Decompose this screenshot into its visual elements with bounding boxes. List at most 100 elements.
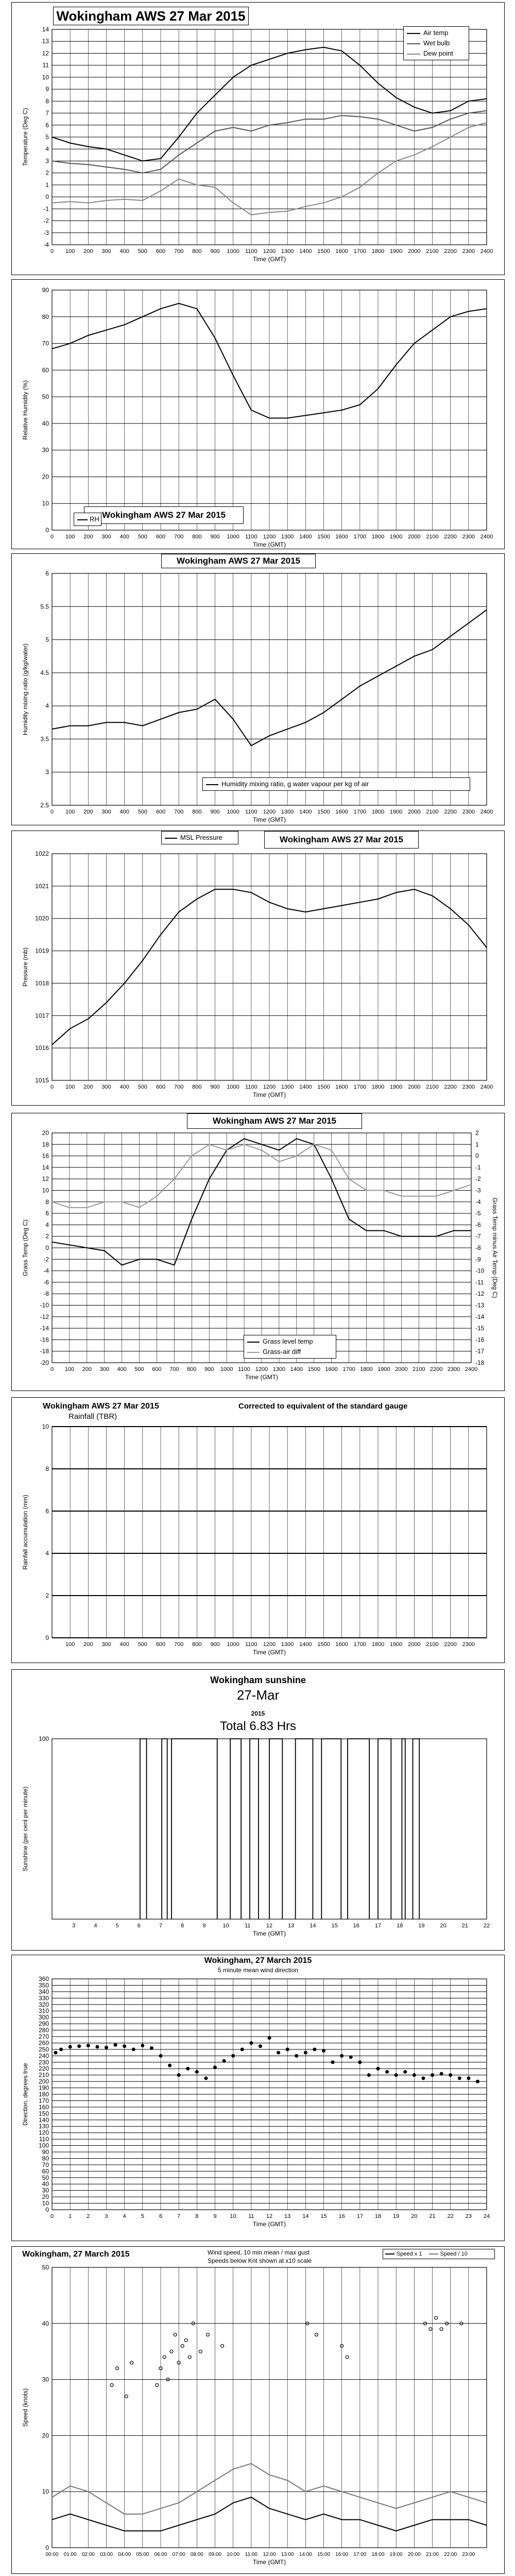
y-tick-label: 1016 (35, 1044, 49, 1052)
x-tick-label: 18:00 (371, 2552, 384, 2557)
x-axis-label: Time (GMT) (253, 1930, 286, 1937)
x-tick-label: 700 (174, 248, 183, 255)
y-tick-label: 6 (45, 570, 49, 577)
y-tick-label: 8 (45, 1198, 49, 1206)
x-tick-label: 9 (213, 2213, 216, 2219)
y-tick-label: 310 (39, 2007, 49, 2014)
x-tick-label: 1100 (245, 248, 258, 255)
sunshine-interval (401, 1738, 406, 1919)
x-tick-label: 1500 (317, 1084, 330, 1090)
x-tick-label: 2100 (426, 1641, 438, 1648)
x-tick-label: 500 (138, 809, 147, 815)
x-tick-label: 2100 (426, 1084, 438, 1090)
gust-point (434, 2316, 438, 2320)
y-tick-label: 1019 (35, 947, 49, 955)
wind-speed-chart-title: Wokingham, 27 March 2015 (22, 2250, 130, 2259)
y-tick-label: 350 (39, 1981, 49, 1989)
y-axis-label: Pressure (mb) (22, 947, 29, 987)
x-axis-label: Time (GMT) (253, 541, 286, 548)
y2-tick-label: -7 (475, 1233, 481, 1240)
data-point (231, 2054, 235, 2058)
x-tick-label: 3 (72, 1923, 75, 1929)
y-tick-label: 150 (39, 2110, 49, 2117)
x-tick-label: 1300 (281, 809, 294, 815)
x-tick-label: 1800 (372, 1641, 384, 1648)
x-tick-label: 0 (50, 1366, 54, 1372)
y-tick-label: -12 (40, 1313, 49, 1320)
y-axis-label: Temperature (Deg C) (22, 108, 29, 166)
data-point (177, 2073, 181, 2077)
x-tick-label: 400 (117, 1366, 126, 1372)
y-tick-label: 7 (45, 110, 49, 117)
x-tick-label: 1800 (372, 534, 384, 540)
x-tick-label: 1900 (377, 1366, 390, 1372)
gust-point (166, 2378, 170, 2382)
x-tick-label: 600 (156, 248, 165, 255)
x-tick-label: 1000 (227, 248, 239, 255)
y2-tick-label: -3 (475, 1187, 481, 1194)
x-tick-label: 2000 (408, 1084, 420, 1090)
rainfall-plot-svg: 0 2 4 6 8 10 100 200 300 400 500 600 700 800 900 1000 11… (22, 1423, 487, 1656)
sunshine-interval (230, 1738, 242, 1919)
y-tick-label: -14 (40, 1325, 49, 1332)
x-tick-label: 400 (119, 1641, 129, 1648)
y-axis-label: Grass Temp (Deg C) (22, 1219, 29, 1276)
gust-point (314, 2332, 319, 2337)
gust-point (173, 2332, 177, 2337)
sunshine-interval (140, 1738, 147, 1919)
y2-tick-label: 0 (475, 1153, 479, 1160)
x-axis-label: Time (GMT) (253, 2558, 286, 2566)
data-point (131, 2047, 135, 2052)
gust-point (184, 2338, 188, 2343)
data-point (77, 2044, 81, 2048)
y-tick-label: 10 (42, 1187, 49, 1194)
y-tick-label: 200 (39, 2078, 49, 2085)
x-tick-label: 1600 (335, 1641, 348, 1648)
x-tick-label: 1900 (390, 534, 402, 540)
y-tick-label: -16 (40, 1336, 49, 1343)
plot-frame (52, 2267, 487, 2548)
x-tick-label: 2100 (426, 248, 438, 255)
grass-temperature-plot-svg: -20-18-16-14-12-10-8-6-4-202468101214161… (22, 1129, 499, 1381)
x-tick-label: 13:00 (281, 2552, 294, 2557)
x-axis-label: Time (GMT) (253, 2221, 286, 2228)
x-tick-label: 00:00 (45, 2552, 58, 2557)
data-point (277, 2050, 281, 2055)
gust-point (155, 2383, 159, 2387)
x-tick-label: 800 (192, 809, 201, 815)
y-tick-label: 40 (42, 2320, 49, 2327)
x-tick-label: 2200 (444, 1084, 456, 1090)
x-tick-label: 2100 (426, 809, 438, 815)
data-point (54, 2050, 58, 2055)
x-tick-label: 1200 (263, 534, 276, 540)
y-tick-label: 4 (45, 1550, 49, 1557)
x-tick-label: 03:00 (100, 2552, 113, 2557)
y-tick-label: 3 (45, 157, 49, 164)
y-tick-label: 90 (42, 286, 49, 294)
x-tick-label: 20 (411, 2213, 417, 2219)
gust-point (124, 2394, 128, 2398)
y-tick-label: 5.5 (40, 603, 49, 610)
x-tick-label: 2400 (480, 809, 493, 815)
y-tick-label: 280 (39, 2027, 49, 2034)
y-tick-label: -6 (43, 1279, 49, 1286)
data-point (467, 2076, 471, 2080)
y2-tick-label: -8 (475, 1244, 481, 1251)
x-tick-label: 600 (156, 534, 165, 540)
sunshine-interval (269, 1738, 283, 1919)
gust-point (220, 2344, 225, 2348)
x-tick-label: 21 (429, 2213, 435, 2219)
x-tick-label: 100 (65, 809, 75, 815)
x-tick-label: 1700 (342, 1366, 355, 1372)
y-tick-label: -1 (43, 205, 49, 212)
x-tick-label: 18 (397, 1923, 403, 1929)
x-tick-label: 15:00 (317, 2552, 330, 2557)
legend-item-mixing-ratio: Humidity mixing ratio, g water vapour pe… (206, 779, 467, 789)
x-tick-label: 1800 (372, 248, 384, 255)
x-tick-label: 2300 (462, 809, 475, 815)
y-tick-label: 70 (42, 2161, 49, 2168)
data-point (475, 2079, 479, 2083)
pressure-legend: MSL Pressure (161, 831, 238, 844)
y2-tick-label: -17 (475, 1348, 485, 1355)
rainfall-chart-subtitle: Rainfall (TBR) (68, 1412, 117, 1421)
